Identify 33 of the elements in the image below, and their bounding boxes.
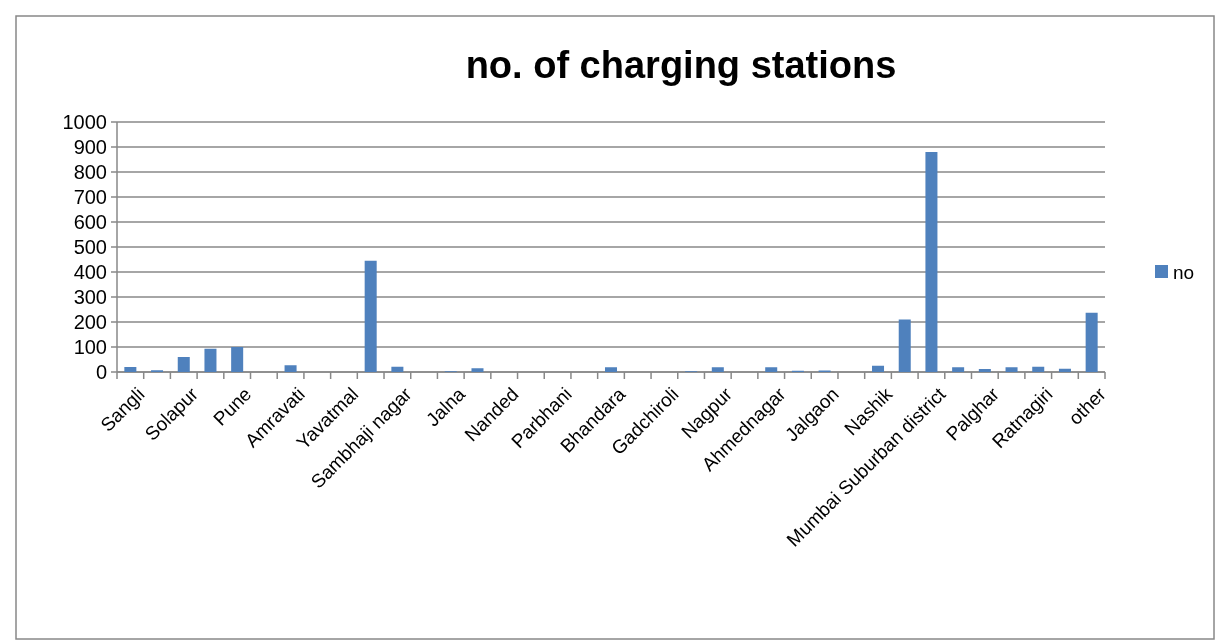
- bar: [1058, 368, 1071, 372]
- bar: [872, 365, 885, 372]
- y-tick-label: 100: [73, 336, 107, 358]
- bar: [177, 357, 190, 372]
- bar: [124, 367, 137, 372]
- bar: [1005, 367, 1018, 372]
- bar: [391, 366, 404, 372]
- y-tick-label: 1000: [62, 111, 107, 133]
- bar: [898, 319, 911, 372]
- bar: [364, 260, 377, 372]
- bar: [231, 347, 244, 372]
- bar: [711, 367, 724, 372]
- y-tick-label: 400: [73, 261, 107, 283]
- bar: [978, 369, 991, 372]
- y-tick-label: 600: [73, 211, 107, 233]
- bar: [471, 368, 484, 372]
- y-tick-label: 200: [73, 311, 107, 333]
- bar: [284, 365, 297, 372]
- y-tick-label: 900: [73, 136, 107, 158]
- y-tick-label: 300: [73, 286, 107, 308]
- bar: [925, 152, 938, 372]
- chart-title: no. of charging stations: [465, 44, 897, 86]
- bar: [604, 367, 618, 372]
- y-tick-label: 500: [73, 236, 107, 258]
- bar: [952, 367, 965, 372]
- y-tick-label: 700: [73, 186, 107, 208]
- bar: [1032, 366, 1045, 372]
- legend-label: no: [1173, 261, 1195, 283]
- bar: [765, 367, 778, 372]
- y-tick-label: 0: [95, 361, 107, 383]
- bar: [204, 348, 217, 372]
- y-tick-label: 800: [73, 161, 107, 183]
- bar: [1085, 312, 1098, 372]
